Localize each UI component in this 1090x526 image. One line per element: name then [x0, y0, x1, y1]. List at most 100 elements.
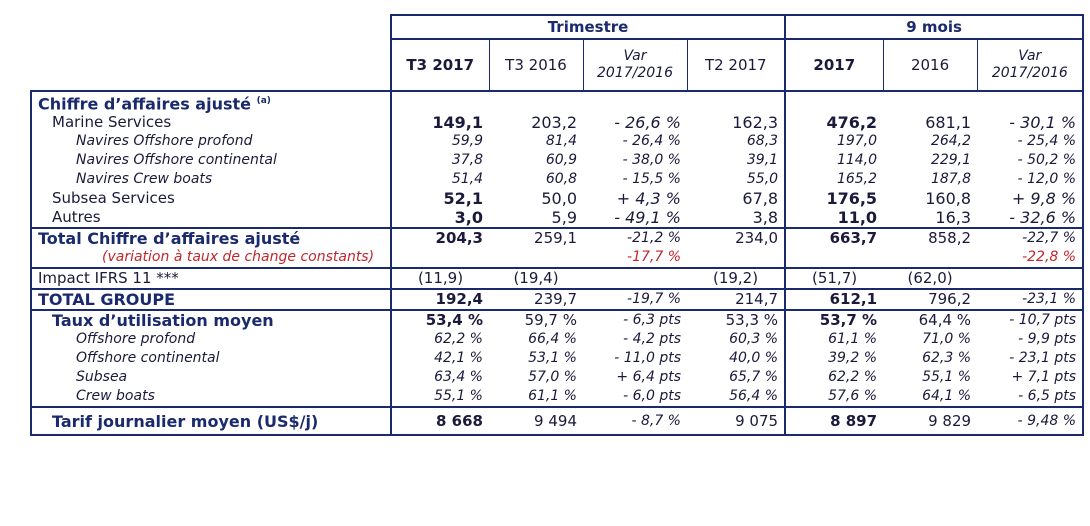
cell-col-0: 8 668: [390, 406, 489, 437]
cell-col-6: + 9,8 %: [977, 189, 1085, 209]
cell-col-5: 681,1: [925, 113, 972, 133]
cell-col-6: -22,7 %: [977, 227, 1085, 249]
cell-col-2: -19,7 %: [583, 288, 687, 312]
cell-col-2: - 4,2 pts: [623, 331, 681, 348]
cell-col-0: 53,4 %: [390, 309, 489, 331]
cell-col-4: 476,2: [784, 113, 884, 133]
cell-col-0: 51,4: [390, 170, 489, 190]
cell-col-3: 55,0: [746, 171, 779, 188]
cell-col-3: 39,1: [746, 152, 779, 169]
cell-col-4: 61,1 %: [784, 330, 884, 350]
cell-col-3: 68,3: [746, 133, 779, 150]
utilisation-sub-row: Subsea 63,4 % 57,0 % + 6,4 pts 65,7 % 62,2 % 5…: [30, 368, 1085, 388]
empty-cell: [489, 248, 583, 268]
column-header-0: T3 2017: [390, 38, 490, 92]
cell-col-0: 59,9: [390, 132, 489, 152]
cell-col-3: 53,3 %: [687, 309, 786, 331]
cell-col-5: 64,4 %: [883, 309, 978, 331]
empty-corner: [31, 15, 391, 39]
cell-col-4: 663,7: [784, 227, 884, 249]
cell-col-1: 5,9: [551, 208, 577, 228]
cell-col-1: 81,4: [545, 133, 577, 150]
financial-table: Trimestre 9 mois T3 2017 T3 2016 Var 2017/201…: [30, 14, 1085, 437]
cell-col-4: 612,1: [784, 288, 884, 312]
total-groupe-row: TOTAL GROUPE 192,4 239,7 -19,7 % 214,7 612,1 7…: [30, 288, 1085, 312]
cell-col-1: 203,2: [531, 113, 577, 133]
cell-col-2: + 4,3 %: [616, 189, 681, 209]
cell-col-3: 162,3: [732, 113, 779, 133]
tarif-row: Tarif journalier moyen (US$/j) 8 668 9 494…: [30, 406, 1085, 437]
cell-col-1: (19,4): [489, 267, 583, 290]
cell-col-0: 3,0: [390, 208, 489, 229]
cell-col-0: 204,3: [390, 227, 489, 249]
cell-col-6: - 9,48 %: [977, 406, 1085, 437]
cell-col-2: -21,2 %: [583, 227, 687, 249]
column-header-5: 2016: [882, 38, 978, 92]
cell-col-3: 3,8: [752, 208, 779, 228]
section-revenue-label: Chiffre d’affaires ajusté (a): [30, 89, 391, 114]
cell-col-3: 60,3 %: [729, 331, 779, 348]
cell-col-4: 39,2 %: [784, 349, 884, 369]
cell-col-3: 65,7 %: [729, 369, 779, 386]
cell-col-2: - 49,1 %: [614, 208, 681, 228]
empty-cell: [784, 248, 884, 269]
cell-col-4: 165,2: [784, 170, 884, 190]
cell-col-5: 16,3: [935, 208, 972, 228]
cell-col-6: - 32,6 %: [977, 208, 1085, 229]
utilisation-sub-row: Crew boats 55,1 % 61,1 % - 6,0 pts 56,4 % 57,…: [30, 387, 1085, 408]
cell-col-6: - 23,1 pts: [977, 349, 1085, 369]
empty-cell: [687, 89, 786, 114]
empty-corner-2: [31, 39, 391, 91]
constant-fx-row: (variation à taux de change constants) -1…: [30, 248, 1085, 269]
column-header-row: T3 2017 T3 2016 Var 2017/2016 T2 2017 2017 201…: [31, 38, 1085, 92]
revenue-row: Subsea Services 52,1 50,0 + 4,3 % 67,8 176,5 1…: [30, 189, 1085, 209]
cell-col-4: 8 897: [784, 406, 884, 437]
tarif-label: Tarif journalier moyen (US$/j): [30, 406, 391, 437]
row-label: Offshore continental: [30, 349, 391, 369]
row-label: Navires Offshore continental: [30, 151, 391, 171]
cell-col-5: 62,3 %: [922, 350, 972, 367]
row-label: Crew boats: [30, 387, 391, 408]
revenue-row: Navires Crew boats 51,4 60,8 - 15,5 % 55,0 16…: [30, 170, 1085, 190]
cell-col-4: 176,5: [784, 189, 884, 209]
cell-col-6: - 50,2 %: [977, 151, 1085, 171]
constant-fx-label: (variation à taux de change constants): [30, 248, 391, 269]
cell-col-4: (51,7): [784, 267, 884, 290]
cell-col-4: 57,6 %: [784, 387, 884, 408]
column-header-1: T3 2016: [488, 38, 584, 92]
section-title: Chiffre d’affaires ajusté: [38, 94, 251, 114]
revenue-row: Marine Services 149,1 203,2 - 26,6 % 162,3 47…: [30, 113, 1085, 133]
row-label: Subsea: [30, 368, 391, 388]
cell-col-1: 66,4 %: [528, 331, 577, 348]
cell-col-6: - 25,4 %: [977, 132, 1085, 152]
utilisation-sub-row: Offshore profond 62,2 % 66,4 % - 4,2 pts 60,…: [30, 330, 1085, 350]
column-header-6: Var 2017/2016: [976, 38, 1085, 92]
var-line1: Var: [623, 48, 647, 64]
cell-col-5: 71,0 %: [922, 331, 972, 348]
revenue-row: Navires Offshore continental 37,8 60,9 - 38…: [30, 151, 1085, 171]
financial-table-container: Trimestre 9 mois T3 2017 T3 2016 Var 2017/201…: [30, 14, 1085, 437]
cell-col-3: 67,8: [742, 189, 779, 209]
group-header-row: Trimestre 9 mois: [31, 14, 1085, 40]
cell-col-4: 62,2 %: [784, 368, 884, 388]
cell-col-1: 239,7: [489, 288, 583, 312]
cell-col-4: 114,0: [784, 151, 884, 171]
cell-col-6: + 7,1 pts: [977, 368, 1085, 388]
cell-col-6: [977, 267, 1085, 290]
row-label: Autres: [30, 208, 391, 229]
cell-col-1: 9 494: [489, 406, 583, 437]
constant-fx-var: -22,8 %: [977, 248, 1085, 269]
cell-col-1: 60,9: [545, 152, 577, 169]
section-revenue-header: Chiffre d’affaires ajusté (a): [30, 89, 1085, 114]
total-adjusted-label: Total Chiffre d’affaires ajusté: [30, 227, 391, 249]
cell-col-3: 56,4 %: [729, 388, 779, 405]
cell-col-0: (11,9): [390, 267, 489, 290]
empty-cell: [883, 89, 978, 114]
cell-col-1: 61,1 %: [528, 388, 577, 405]
cell-col-2: - 6,3 pts: [583, 309, 687, 331]
cell-col-3: 40,0 %: [729, 350, 779, 367]
cell-col-6: - 9,9 pts: [977, 330, 1085, 350]
cell-col-3: 214,7: [687, 288, 786, 312]
utilisation-label: Taux d’utilisation moyen: [30, 309, 391, 331]
cell-col-0: 42,1 %: [390, 349, 489, 369]
